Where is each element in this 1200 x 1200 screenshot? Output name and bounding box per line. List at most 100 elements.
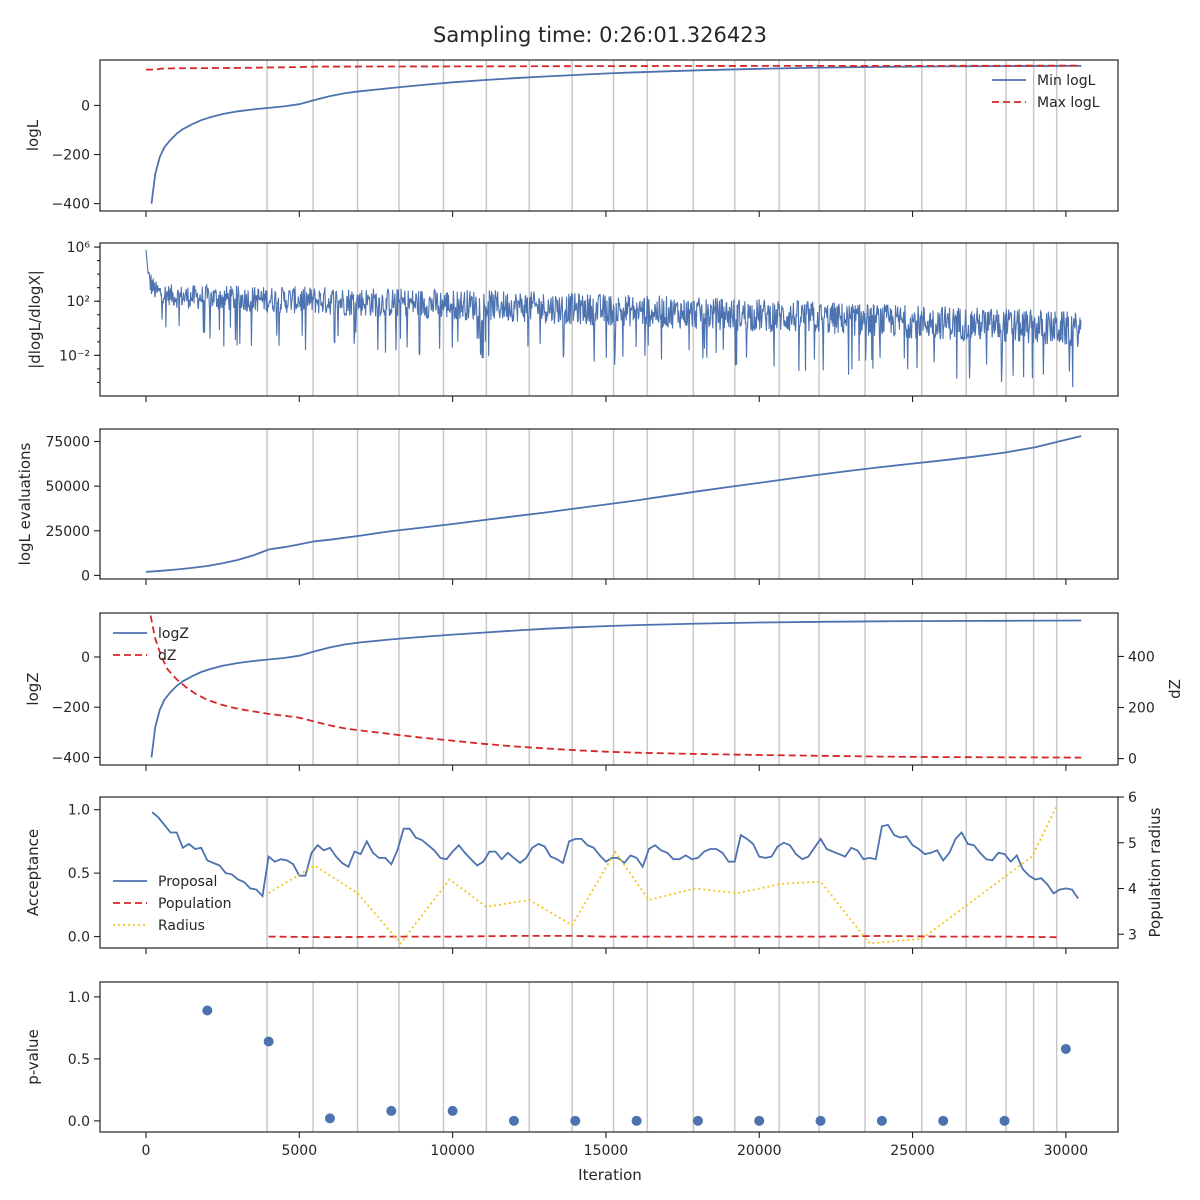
- plot-area: [145, 435, 1082, 573]
- y-tick-label: 0: [81, 650, 90, 666]
- panels: −400 −200 0 logL Min logL Max logL 10⁻² 10² 10⁶ |…: [16, 59, 1184, 1159]
- legend-label: logZ: [158, 626, 189, 642]
- boundary-lines: [266, 243, 1058, 396]
- y-tick-label: −200: [52, 700, 90, 716]
- axes-frame: [99, 242, 1119, 397]
- y-tick-label: 10⁶: [67, 240, 91, 256]
- y-tick-label: 0: [81, 568, 90, 584]
- y-tick-label: 75000: [45, 435, 90, 451]
- evals-panel: 0 25000 50000 75000 logL evaluations: [16, 428, 1119, 585]
- x-tick-label: 20000: [737, 1143, 782, 1159]
- y-tick-label: 0.5: [68, 1052, 90, 1068]
- legend: Proposal Population Radius: [113, 874, 232, 934]
- x-tick-label: 0: [142, 1143, 151, 1159]
- legend-label: Radius: [158, 918, 205, 934]
- x-tick-label: 30000: [1044, 1143, 1089, 1159]
- y-tick-label: 0.0: [68, 1114, 90, 1130]
- y-axis-label: logZ: [24, 672, 42, 705]
- pvalue-point: [692, 1115, 703, 1126]
- y-tick-label: 1.0: [68, 990, 90, 1006]
- boundary-lines: [266, 613, 1058, 765]
- y-axis-label: Acceptance: [24, 829, 42, 916]
- axes-frame: [99, 981, 1119, 1133]
- logL-panel: −400 −200 0 logL Min logL Max logL: [24, 59, 1119, 217]
- y-right-tick-label: 200: [1128, 701, 1155, 717]
- series-line: [151, 811, 1079, 900]
- axes-frame: [99, 612, 1119, 766]
- y-axis-label: logL evaluations: [16, 442, 34, 565]
- plot-area: [202, 1005, 1071, 1126]
- x-axis-label: Iteration: [578, 1166, 642, 1184]
- pvalue-point: [386, 1105, 397, 1116]
- legend: Min logL Max logL: [992, 73, 1100, 111]
- y-tick-label: −400: [52, 197, 90, 213]
- plot-area: [146, 64, 1082, 204]
- y-right-tick-label: 400: [1128, 649, 1155, 665]
- y-tick-label: 25000: [45, 524, 90, 540]
- x-tick-label: 15000: [584, 1143, 629, 1159]
- axes-frame: [99, 796, 1119, 949]
- boundary-lines: [266, 982, 1058, 1132]
- y-right-tick-label: 4: [1128, 882, 1137, 898]
- pvalue-point: [202, 1005, 213, 1016]
- x-tick-label: 10000: [430, 1143, 475, 1159]
- pvalue-point: [324, 1113, 335, 1124]
- y-tick-label: 50000: [45, 479, 90, 495]
- y-right-tick-label: 6: [1128, 790, 1137, 806]
- pvalue-point: [876, 1115, 887, 1126]
- pvalue-point: [754, 1115, 765, 1126]
- y-axis-label: |dlogL/dlogX|: [26, 270, 44, 369]
- plot-area: [149, 615, 1082, 759]
- y-tick-label: 10⁻²: [59, 348, 90, 364]
- legend-label: Max logL: [1037, 95, 1100, 111]
- series-line: [146, 64, 1082, 71]
- y-tick-label: −200: [52, 148, 90, 164]
- axes-frame: [99, 59, 1119, 212]
- legend-label: Min logL: [1037, 73, 1096, 89]
- series-line: [150, 65, 1082, 204]
- y-axis-label-right: dZ: [1166, 679, 1184, 699]
- y-tick-label: −400: [52, 750, 90, 766]
- y-tick-label: 0: [81, 98, 90, 114]
- axes-frame: [99, 428, 1119, 580]
- y-tick-label: 1.0: [68, 803, 90, 819]
- plot-area: [145, 249, 1082, 388]
- acceptance-panel: 0.0 0.5 1.0 3 4 5 6 Acceptance Population radius…: [24, 790, 1164, 954]
- pvalue-point: [999, 1115, 1010, 1126]
- legend-label: Proposal: [158, 874, 217, 890]
- boundary-lines: [266, 60, 1058, 211]
- pvalue-point: [631, 1115, 642, 1126]
- pvalue-point: [447, 1105, 458, 1116]
- y-right-tick-label: 3: [1128, 927, 1137, 943]
- boundary-lines: [266, 429, 1058, 579]
- pvalue-point: [263, 1036, 274, 1047]
- pvalue-point: [508, 1115, 519, 1126]
- series-line: [268, 934, 1057, 939]
- y-axis-label: logL: [24, 119, 42, 151]
- figure-title: Sampling time: 0:26:01.326423: [433, 23, 767, 47]
- pvalue-point: [815, 1115, 826, 1126]
- boundary-lines: [266, 797, 1058, 948]
- series-line: [145, 435, 1082, 573]
- series-line: [268, 805, 1058, 945]
- legend-label: dZ: [158, 648, 176, 664]
- legend-label: Population: [158, 896, 232, 912]
- dlogL-series: [145, 249, 1082, 388]
- x-tick-label: 5000: [281, 1143, 317, 1159]
- y-tick-label: 10²: [67, 294, 90, 310]
- pvalue-point: [938, 1115, 949, 1126]
- y-right-tick-label: 0: [1128, 752, 1137, 768]
- y-tick-label: 0.5: [68, 866, 90, 882]
- x-tick-label: 25000: [890, 1143, 935, 1159]
- y-axis-label-right: Population radius: [1146, 807, 1164, 937]
- plot-area: [151, 805, 1079, 945]
- y-tick-label: 0.0: [68, 930, 90, 946]
- logZ-panel: −400 −200 0 0 200 400 logZ dZ logZ dZ: [24, 612, 1184, 771]
- pvalue-point: [1060, 1043, 1071, 1054]
- pvalue-point: [570, 1115, 581, 1126]
- series-line: [149, 615, 1082, 759]
- y-axis-label: p-value: [24, 1029, 42, 1085]
- y-right-tick-label: 5: [1128, 836, 1137, 852]
- series-line: [150, 619, 1082, 758]
